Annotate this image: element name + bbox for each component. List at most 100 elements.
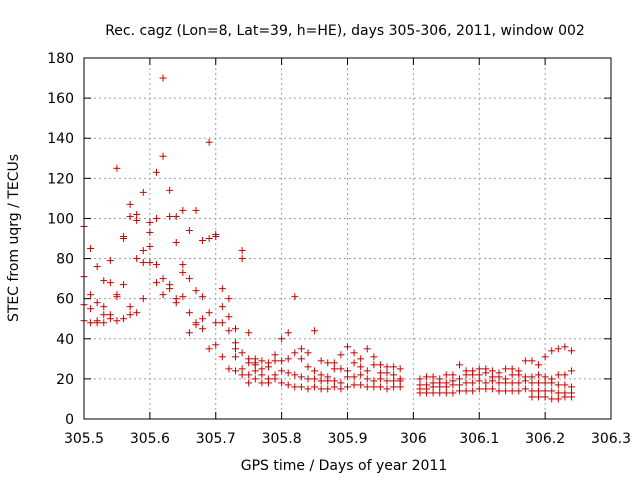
data-point (311, 327, 319, 335)
data-point (100, 319, 108, 327)
y-axis-label: STEC from uqrg / TECUs (6, 154, 22, 322)
data-point (376, 369, 384, 377)
data-point (251, 361, 259, 369)
data-point (482, 385, 490, 393)
data-point (192, 206, 200, 214)
x-tick-labels: 305.5 305.6 305.7 305.8 305.9 306 306.1 306.2 30… (64, 431, 631, 447)
data-point (502, 387, 510, 395)
data-point (515, 371, 523, 379)
data-point (317, 371, 325, 379)
data-point (152, 279, 160, 287)
data-point (535, 379, 543, 387)
data-point (218, 319, 226, 327)
data-point (179, 269, 187, 277)
data-point (495, 373, 503, 381)
data-point (344, 373, 351, 381)
y-tick-label: 160 (47, 91, 74, 107)
data-point (554, 345, 562, 353)
data-point (337, 365, 345, 373)
data-point (528, 379, 536, 387)
data-point (390, 363, 398, 371)
data-point (278, 379, 286, 387)
data-point (185, 329, 193, 337)
data-point (258, 379, 266, 387)
data-point (462, 387, 470, 395)
data-point (502, 379, 510, 387)
data-point (482, 369, 490, 377)
data-point (396, 365, 404, 373)
data-point (172, 239, 180, 247)
data-point (225, 295, 233, 303)
data-point (548, 395, 556, 403)
data-point (278, 357, 286, 365)
grid-lines (84, 58, 611, 419)
data-point (264, 379, 272, 387)
data-point (258, 371, 266, 379)
data-point (133, 255, 141, 263)
data-point (567, 347, 575, 355)
data-point (278, 367, 286, 375)
data-point (370, 361, 378, 369)
data-point (455, 375, 463, 383)
data-point (370, 353, 378, 361)
data-point (390, 383, 398, 391)
data-point (245, 379, 253, 387)
data-point (218, 285, 226, 293)
data-point (475, 365, 483, 373)
data-point (106, 257, 114, 265)
data-point (199, 315, 207, 323)
data-point (271, 375, 279, 383)
data-point (423, 373, 431, 381)
data-point (126, 311, 134, 319)
data-point (205, 309, 213, 317)
data-point (139, 259, 147, 267)
data-point (225, 365, 233, 373)
y-tick-label: 0 (65, 412, 74, 428)
data-point (120, 232, 128, 240)
data-point (245, 371, 253, 379)
data-point (166, 212, 174, 220)
data-point (521, 385, 529, 393)
data-point (370, 377, 378, 385)
data-point (264, 363, 272, 371)
data-point (344, 383, 351, 391)
data-point (297, 345, 305, 353)
data-point (469, 379, 477, 387)
data-point (330, 359, 338, 367)
data-point (416, 375, 424, 383)
data-point (541, 373, 549, 381)
data-point (304, 349, 312, 357)
x-tick-label: 306.3 (591, 431, 631, 447)
data-point (238, 365, 246, 373)
data-point (284, 355, 292, 363)
data-point (475, 377, 483, 385)
data-point (199, 237, 207, 245)
data-point (146, 243, 154, 251)
data-point (535, 361, 543, 369)
x-tick-label: 305.6 (130, 431, 170, 447)
data-point (508, 365, 516, 373)
data-point (232, 367, 240, 375)
data-point (238, 349, 246, 357)
data-point (350, 373, 358, 381)
data-point (205, 138, 213, 146)
data-point (383, 385, 391, 393)
data-point (324, 385, 332, 393)
data-point (330, 377, 338, 385)
data-point (146, 228, 154, 236)
data-point (449, 389, 457, 397)
data-point (521, 357, 529, 365)
data-point (436, 389, 444, 397)
data-point (159, 74, 167, 82)
data-point (475, 385, 483, 393)
data-point (304, 385, 312, 393)
data-points (80, 74, 575, 403)
data-point (330, 365, 338, 373)
data-point (515, 379, 523, 387)
data-point (548, 347, 556, 355)
data-point (258, 365, 266, 373)
data-point (554, 395, 562, 403)
data-point (469, 371, 477, 379)
y-tick-label: 180 (47, 51, 74, 67)
